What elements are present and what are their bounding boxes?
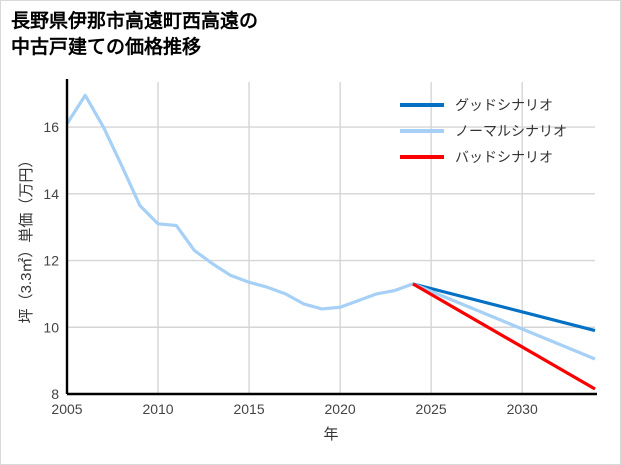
y-tick-label: 12 [43,253,59,269]
legend-label-0: グッドシナリオ [455,97,553,113]
x-tick-label: 2015 [233,401,264,417]
x-tick-label: 2025 [416,401,447,417]
series-line-good [412,282,596,333]
data-series-group [65,93,596,391]
y-tick-label: 8 [51,386,59,402]
y-tick-label: 14 [43,186,59,202]
chart-title: 長野県伊那市高遠町西高遠の 中古戸建ての価格推移 [11,11,259,58]
y-axis-title: 坪（3.3㎡）単価（万円） [18,153,35,324]
tick-labels: 8 10 12 14 16 2005 2010 2015 2020 2025 2030 [43,119,538,417]
x-tick-label: 2005 [51,401,82,417]
x-axis-title: 年 [323,426,338,443]
legend-label-2: バッドシナリオ [455,149,553,165]
x-tick-label: 2010 [142,401,173,417]
series-line-bad [412,282,596,391]
axes [65,79,597,396]
x-tick-label: 2030 [507,401,538,417]
x-tick-label: 2020 [325,401,356,417]
series-line-normal [65,93,596,361]
y-tick-label: 10 [43,319,59,335]
legend-label-1: ノーマルシナリオ [455,123,567,139]
y-tick-label: 16 [43,119,59,135]
